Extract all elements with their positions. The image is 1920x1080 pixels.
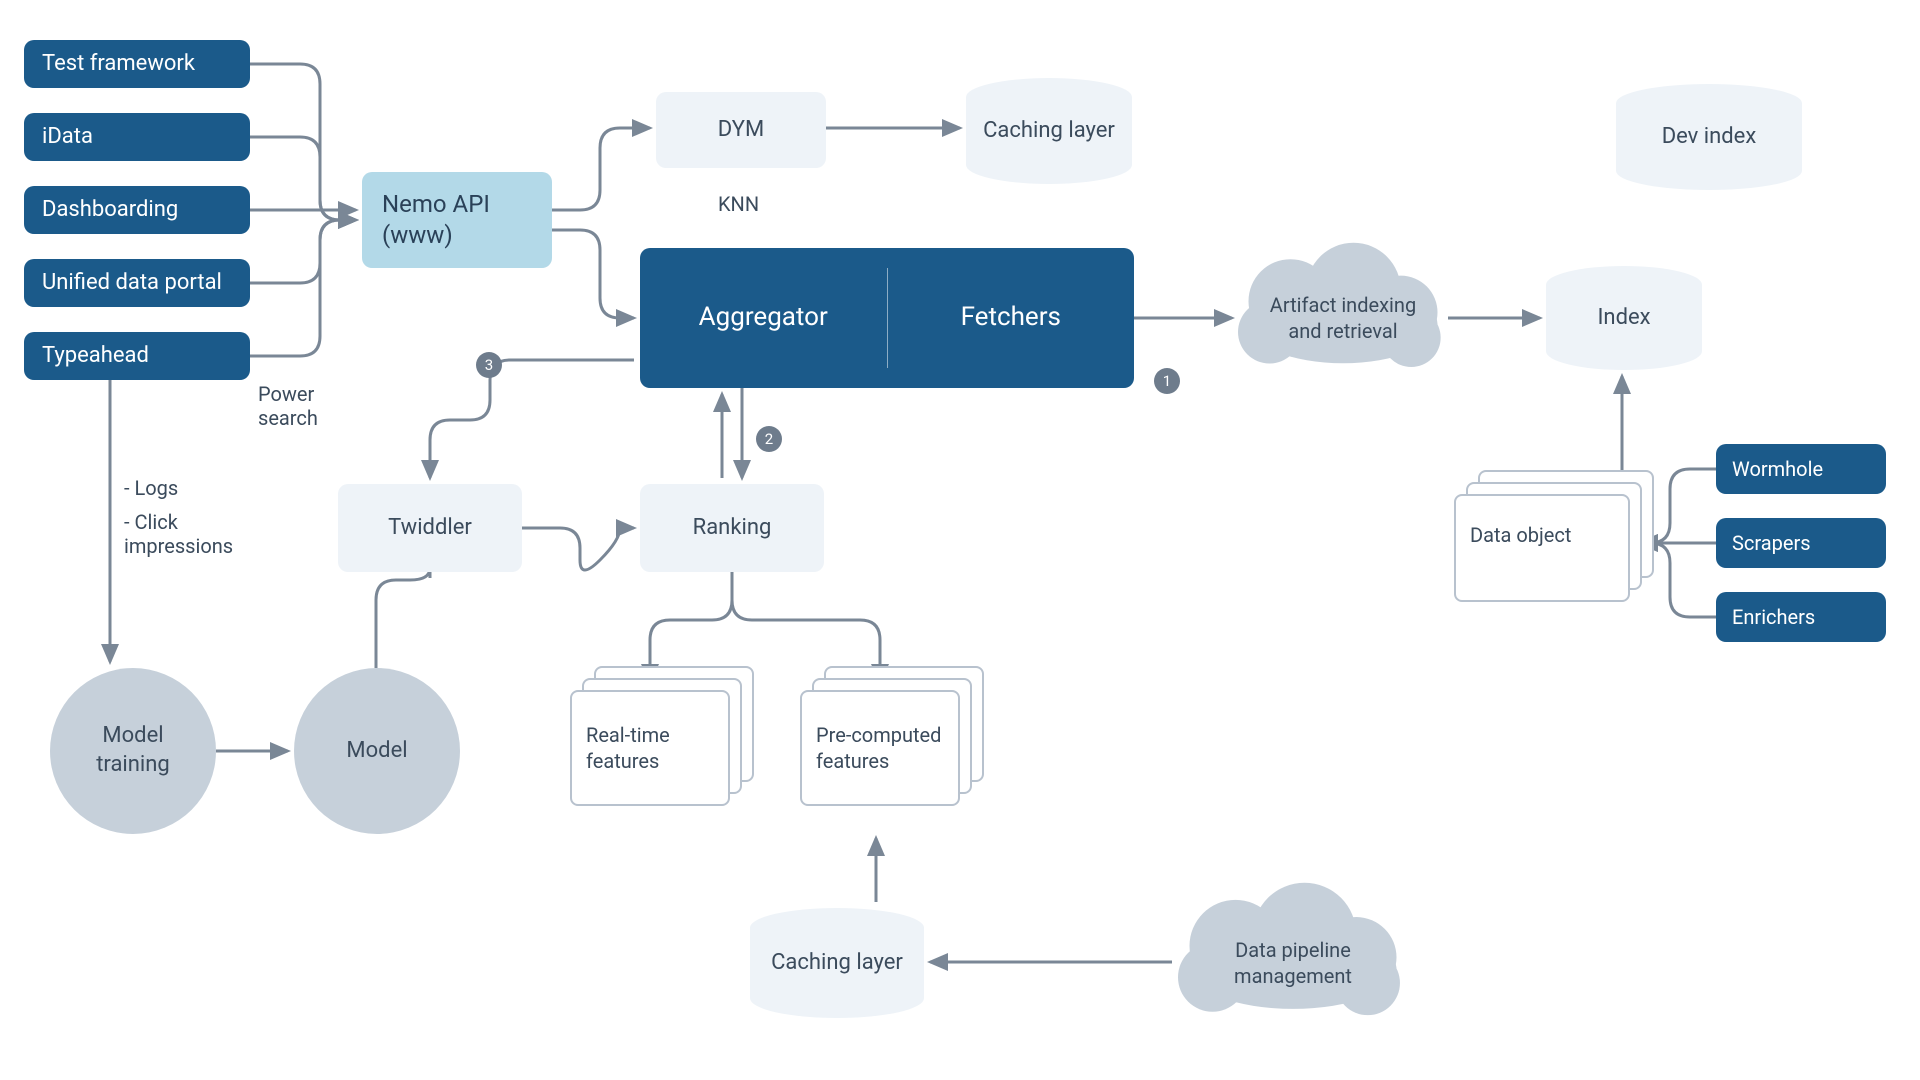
diagram-canvas: Test framework iData Dashboarding Unified d…	[0, 0, 1920, 1080]
node-label: Wormhole	[1732, 456, 1823, 482]
node-label: Typeahead	[42, 342, 149, 371]
node-label: Dev index	[1648, 123, 1771, 152]
node-wormhole: Wormhole	[1716, 444, 1886, 494]
node-label: Model	[332, 737, 421, 766]
stack-card-data_object	[1454, 494, 1630, 602]
node-model_training: Model training	[50, 668, 216, 834]
node-data_pipeline: Data pipeline management	[1178, 906, 1408, 1020]
edge-idata-nemo	[250, 137, 356, 220]
stack-label-data_object: Data object	[1470, 522, 1618, 548]
node-label: Model training	[50, 722, 216, 779]
node-unified: Unified data portal	[24, 259, 250, 307]
node-index: Index	[1546, 266, 1702, 370]
node-label: Enrichers	[1732, 604, 1815, 630]
edge-model-twid	[376, 568, 430, 668]
node-typeahead: Typeahead	[24, 332, 250, 380]
node-label: Scrapers	[1732, 530, 1811, 556]
text-logs: - Logs	[124, 476, 178, 500]
node-ranking: Ranking	[640, 484, 824, 572]
node-label: Twiddler	[388, 514, 472, 543]
node-label: Caching layer	[969, 117, 1129, 146]
edge-twid-rank	[522, 528, 634, 570]
node-twiddler: Twiddler	[338, 484, 522, 572]
badge-b3: 3	[476, 352, 502, 378]
node-label: Test framework	[42, 50, 195, 79]
node-test_framework: Test framework	[24, 40, 250, 88]
edge-type-nemo	[250, 220, 356, 356]
badge-b1: 1	[1154, 368, 1180, 394]
node-label-b: Fetchers	[961, 301, 1061, 335]
node-nemo: Nemo API (www)	[362, 172, 552, 268]
node-label: Nemo API (www)	[382, 189, 552, 251]
node-caching_bottom: Caching layer	[750, 908, 924, 1018]
node-enrichers: Enrichers	[1716, 592, 1886, 642]
badge-b2: 2	[756, 426, 782, 452]
node-label: Unified data portal	[42, 269, 222, 298]
edge-nemo-agg	[552, 230, 634, 318]
node-label: iData	[42, 123, 93, 152]
node-dym: DYM	[656, 92, 826, 168]
stack-label-precomputed: Pre-computed features	[816, 722, 948, 774]
node-label: Data pipeline management	[1178, 937, 1408, 989]
edge-nemo-dym	[552, 128, 650, 210]
node-idata: iData	[24, 113, 250, 161]
node-caching_top: Caching layer	[966, 78, 1132, 184]
node-label: Dashboarding	[42, 196, 178, 225]
edge-unif-nemo	[250, 220, 356, 283]
node-dashboarding: Dashboarding	[24, 186, 250, 234]
node-model: Model	[294, 668, 460, 834]
text-clicks: - Click impressions	[124, 510, 284, 558]
node-label: Ranking	[693, 514, 772, 543]
edge-tf-nemo	[250, 64, 356, 220]
node-scrapers: Scrapers	[1716, 518, 1886, 568]
node-artifact: Artifact indexing and retrieval	[1238, 262, 1448, 374]
node-label-a: Aggregator	[699, 301, 828, 335]
text-power_search: Power search	[258, 382, 348, 430]
node-aggregator: Aggregator Fetchers	[640, 248, 1134, 388]
node-label: DYM	[718, 116, 764, 145]
edge-agg-twid	[430, 360, 634, 478]
node-dev_index: Dev index	[1616, 84, 1802, 190]
node-label: Caching layer	[757, 949, 917, 978]
stack-label-realtime: Real-time features	[586, 722, 718, 774]
node-label: Artifact indexing and retrieval	[1238, 292, 1448, 344]
node-label: Index	[1583, 304, 1664, 333]
text-knn: KNN	[718, 192, 759, 216]
